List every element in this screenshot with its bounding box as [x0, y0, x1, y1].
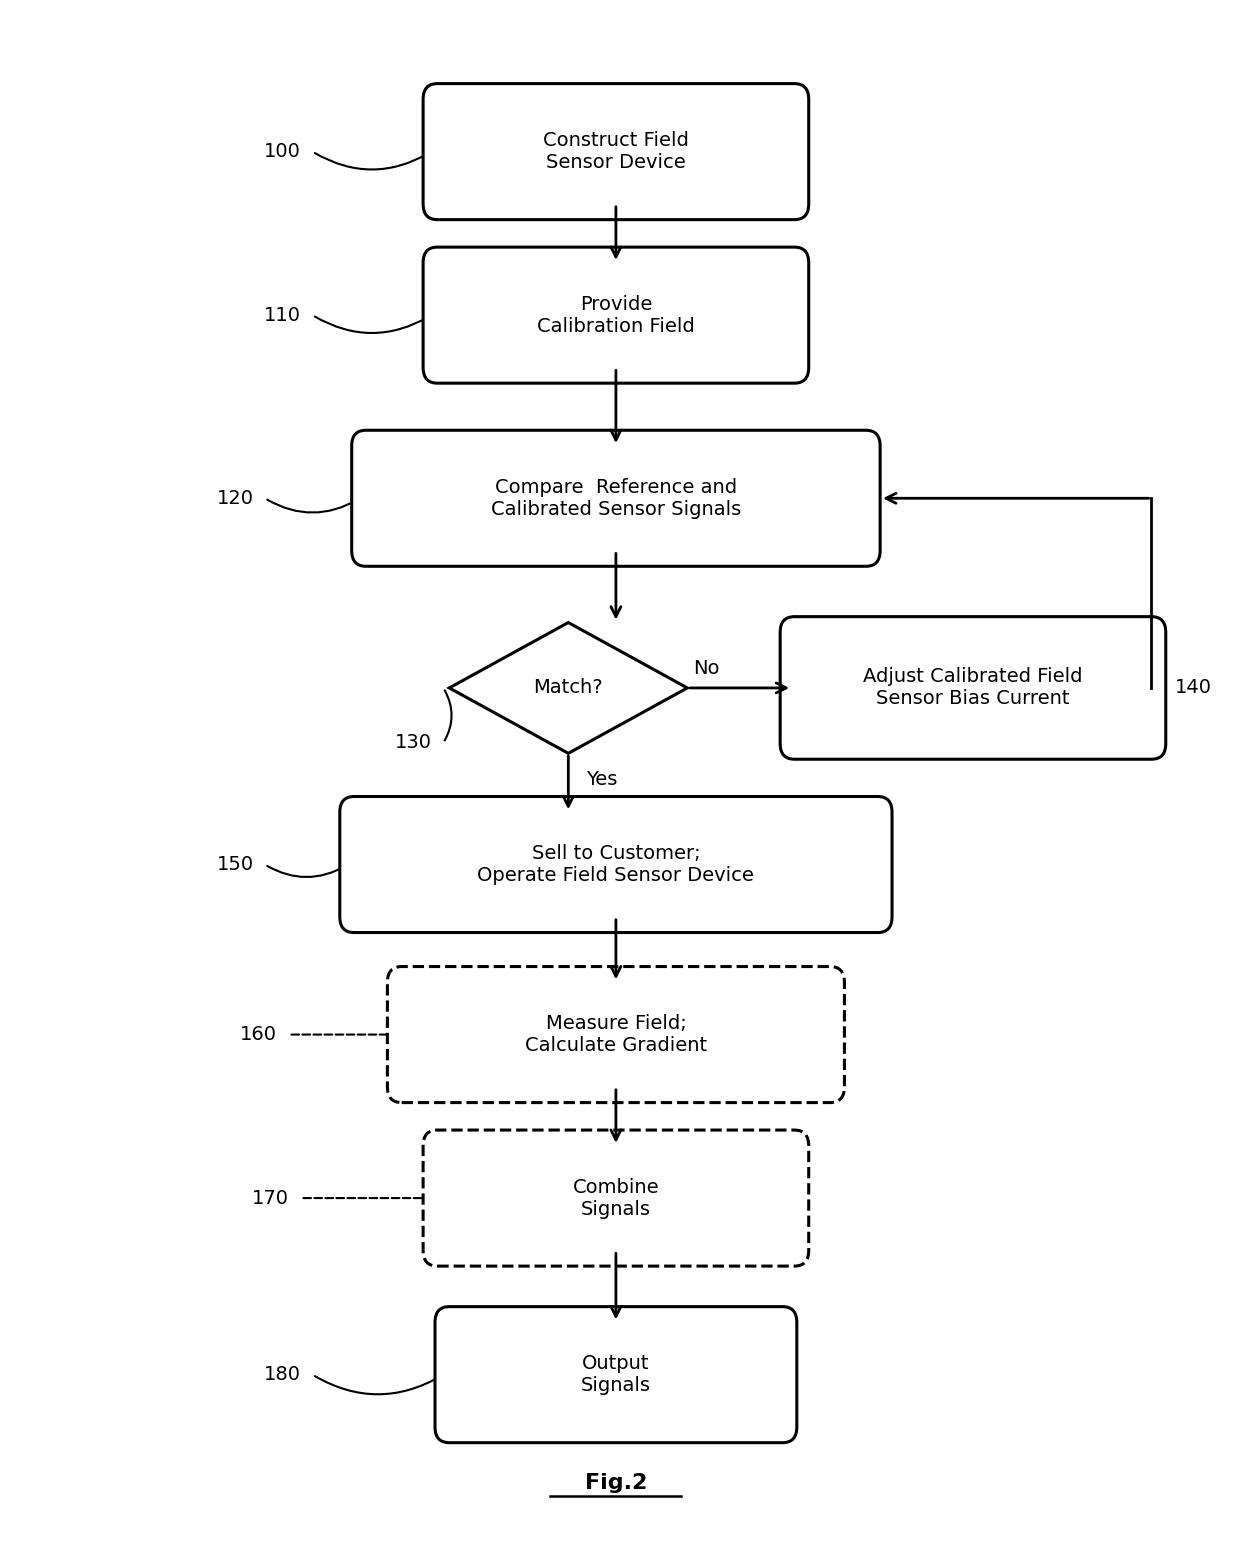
Text: No: No	[693, 659, 719, 678]
Text: 130: 130	[396, 733, 432, 753]
FancyBboxPatch shape	[352, 430, 880, 566]
Text: 170: 170	[252, 1188, 289, 1208]
Text: Match?: Match?	[533, 678, 603, 697]
FancyBboxPatch shape	[423, 248, 808, 384]
Text: 180: 180	[264, 1366, 301, 1384]
Text: Adjust Calibrated Field
Sensor Bias Current: Adjust Calibrated Field Sensor Bias Curr…	[863, 667, 1083, 708]
Text: Measure Field;
Calculate Gradient: Measure Field; Calculate Gradient	[525, 1013, 707, 1055]
Text: Yes: Yes	[587, 770, 618, 789]
FancyBboxPatch shape	[340, 797, 892, 932]
Text: Construct Field
Sensor Device: Construct Field Sensor Device	[543, 131, 689, 171]
FancyBboxPatch shape	[423, 1130, 808, 1266]
Text: Output
Signals: Output Signals	[580, 1355, 651, 1395]
Text: 100: 100	[264, 142, 301, 161]
Text: Provide
Calibration Field: Provide Calibration Field	[537, 295, 694, 335]
Text: Fig.2: Fig.2	[585, 1473, 647, 1494]
Text: 160: 160	[241, 1026, 278, 1045]
Text: Combine
Signals: Combine Signals	[573, 1177, 660, 1219]
FancyBboxPatch shape	[780, 617, 1166, 759]
Text: 110: 110	[264, 306, 301, 324]
FancyBboxPatch shape	[387, 967, 844, 1102]
Polygon shape	[449, 622, 687, 753]
Text: Compare  Reference and
Calibrated Sensor Signals: Compare Reference and Calibrated Sensor …	[491, 477, 742, 519]
Text: Sell to Customer;
Operate Field Sensor Device: Sell to Customer; Operate Field Sensor D…	[477, 843, 754, 886]
Text: 120: 120	[217, 490, 253, 508]
FancyBboxPatch shape	[423, 84, 808, 220]
FancyBboxPatch shape	[435, 1306, 797, 1442]
Text: 140: 140	[1176, 678, 1213, 697]
Text: 150: 150	[217, 854, 254, 875]
